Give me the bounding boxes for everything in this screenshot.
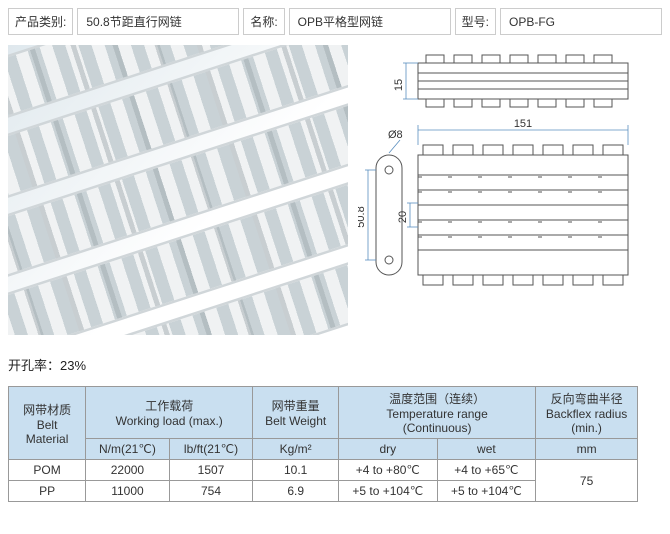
category-label: 产品类别: [8, 8, 73, 35]
th-temp-wet: wet [437, 439, 536, 460]
drawing-svg: 15 151 Ø8 [358, 45, 648, 335]
dim-15: 15 [393, 79, 405, 91]
cell-weight: 10.1 [253, 460, 339, 481]
product-photo [8, 45, 348, 335]
dim-151: 151 [514, 118, 532, 130]
cell-load-n: 22000 [86, 460, 170, 481]
technical-drawing: 15 151 Ø8 [358, 45, 648, 335]
cell-load-lb: 1507 [169, 460, 253, 481]
cell-temp-dry: +4 to +80℃ [339, 460, 438, 481]
model-label: 型号: [455, 8, 496, 35]
image-row: 15 151 Ø8 [8, 45, 662, 335]
cell-material: PP [9, 481, 86, 502]
th-weight-kg: Kg/m² [253, 439, 339, 460]
category-value: 50.8节距直行网链 [77, 8, 239, 35]
cell-backflex: 75 [536, 460, 638, 502]
cell-temp-dry: +5 to +104℃ [339, 481, 438, 502]
cell-load-n: 11000 [86, 481, 170, 502]
cell-weight: 6.9 [253, 481, 339, 502]
th-load-n: N/m(21℃) [86, 439, 170, 460]
th-load: 工作载荷 Working load (max.) [86, 387, 253, 439]
porosity-label: 开孔率：23% [8, 355, 662, 374]
cell-material: POM [9, 460, 86, 481]
th-material: 网带材质 Belt Material [9, 387, 86, 460]
table-subheader-row: N/m(21℃) lb/ft(21℃) Kg/m² dry wet mm [9, 439, 638, 460]
belt-pattern [8, 45, 348, 335]
th-backflex-mm: mm [536, 439, 638, 460]
dim-diameter: Ø8 [388, 129, 403, 141]
th-backflex: 反向弯曲半径 Backflex radius (min.) [536, 387, 638, 439]
th-temp: 温度范围（连续） Temperature range (Continuous) [339, 387, 536, 439]
name-value: OPB平格型网链 [289, 8, 451, 35]
cell-load-lb: 754 [169, 481, 253, 502]
table-row: POM 22000 1507 10.1 +4 to +80℃ +4 to +65… [9, 460, 638, 481]
spec-table: 网带材质 Belt Material 工作载荷 Working load (ma… [8, 386, 638, 502]
th-load-lb: lb/ft(21℃) [169, 439, 253, 460]
dim-pitch: 50.8 [358, 206, 367, 227]
product-header-row: 产品类别: 50.8节距直行网链 名称: OPB平格型网链 型号: OPB-FG [8, 8, 662, 35]
cell-temp-wet: +5 to +104℃ [437, 481, 536, 502]
th-temp-dry: dry [339, 439, 438, 460]
table-header-row: 网带材质 Belt Material 工作载荷 Working load (ma… [9, 387, 638, 439]
name-label: 名称: [243, 8, 284, 35]
cell-temp-wet: +4 to +65℃ [437, 460, 536, 481]
model-value: OPB-FG [500, 8, 662, 35]
dim-inner: 20 [397, 211, 409, 223]
th-weight: 网带重量 Belt Weight [253, 387, 339, 439]
